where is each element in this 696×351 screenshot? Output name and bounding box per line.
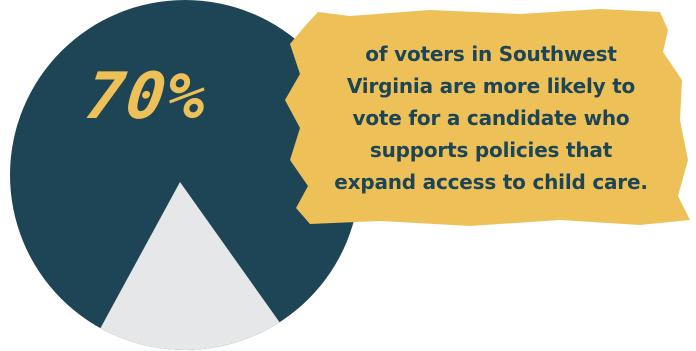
- caption-text: of voters in Southwest Virginia are more…: [296, 38, 686, 198]
- caption-line: supports policies that: [369, 138, 613, 162]
- caption-line: vote for a candidate who: [352, 106, 630, 130]
- highlight-brush-stroke: [285, 9, 690, 226]
- pie-slice-minority: [88, 182, 300, 350]
- caption-line: expand access to child care.: [334, 170, 648, 194]
- headline-stat: 70%: [80, 60, 213, 134]
- caption-line: of voters in Southwest: [365, 42, 617, 66]
- caption-line: Virginia are more likely to: [346, 74, 636, 98]
- pie-slice-majority: [10, 0, 360, 350]
